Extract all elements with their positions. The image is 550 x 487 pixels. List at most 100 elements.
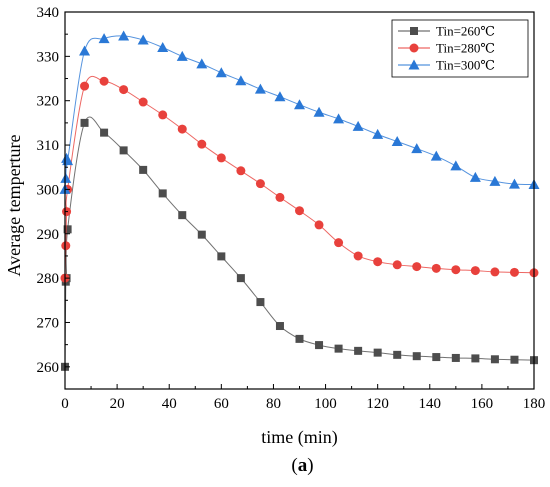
series-1-point [139, 165, 148, 174]
series-1-point [100, 128, 109, 137]
x-tick-label: 100 [314, 396, 337, 412]
series-2-point [334, 238, 344, 248]
series-1-point [236, 274, 245, 283]
series-1-point [471, 354, 480, 363]
series-1-point [412, 352, 421, 361]
series-2-point [314, 220, 324, 230]
series-2-point [99, 76, 109, 86]
legend-marker [408, 59, 420, 70]
series-3-point [98, 33, 110, 44]
series-3-point [430, 150, 442, 161]
x-tick-label: 0 [61, 396, 69, 412]
x-tick-label: 80 [266, 396, 281, 412]
series-2-point [216, 153, 226, 163]
series-3-point [333, 113, 345, 124]
y-tick-label: 280 [37, 271, 60, 287]
series-3-line [64, 35, 535, 190]
series-3-point [313, 106, 325, 117]
series-3-point [254, 83, 266, 94]
series-1-point [63, 225, 72, 234]
y-tick-label: 310 [37, 138, 60, 154]
series-3-point [215, 67, 227, 78]
series-1-point [80, 118, 89, 127]
series-3-point [508, 178, 520, 189]
legend-label: Tin=260℃ [436, 24, 495, 39]
series-3-point [411, 143, 423, 154]
y-tick-label: 260 [37, 360, 60, 376]
series-2-point [119, 85, 129, 95]
series-2-point [236, 166, 246, 176]
series-3-point [60, 172, 72, 183]
series-1-line [64, 116, 535, 367]
caption-close: ) [307, 455, 313, 476]
series-1-point [197, 230, 206, 239]
series-2-point [451, 265, 461, 275]
series-1-point [119, 146, 128, 155]
series-3-point [391, 136, 403, 147]
series-2-point [412, 262, 422, 272]
series-3-point [469, 171, 481, 182]
y-tick-label: 340 [37, 5, 60, 21]
legend-label: Tin=280℃ [436, 41, 495, 56]
series-3-point [274, 91, 286, 102]
series-1-point [256, 298, 265, 307]
series-3-point [235, 75, 247, 86]
series-2-point [431, 263, 441, 273]
series-1 [61, 116, 538, 371]
series-1-point [178, 211, 187, 220]
series-3-point [157, 41, 169, 52]
series-1-point [373, 348, 382, 357]
y-tick-label: 290 [37, 227, 60, 243]
series-1-point [451, 353, 460, 362]
x-tick-label: 140 [419, 396, 442, 412]
series-3-point [450, 160, 462, 171]
series-3-point [196, 58, 208, 69]
series-1-point [275, 322, 284, 331]
axes-layer: 0 20 40 60 80 100 120 140 160 180 260 270 280 290 300 3… [37, 5, 546, 412]
legend-marker [409, 43, 419, 53]
y-tick-label: 320 [37, 94, 60, 110]
series-2-point [80, 81, 90, 91]
legend-label: Tin=300℃ [436, 58, 495, 73]
series-layer [59, 30, 540, 371]
series-3-point [137, 34, 149, 45]
x-tick-label: 60 [214, 396, 229, 412]
series-2-point [353, 251, 363, 261]
series-3-point [176, 50, 188, 61]
series-3-point [352, 120, 364, 131]
series-2 [60, 75, 539, 283]
series-1-point [510, 355, 519, 364]
series-2-point [177, 124, 187, 134]
x-tick-label: 180 [523, 396, 546, 412]
series-2-point [470, 266, 480, 276]
series-2-point [392, 260, 402, 270]
series-1-point [315, 341, 324, 350]
x-tick-label: 20 [110, 396, 125, 412]
y-tick-label: 330 [37, 49, 60, 65]
series-2-point [373, 257, 383, 267]
series-1-point [158, 189, 167, 198]
series-1-point [334, 344, 343, 353]
series-2-point [138, 97, 148, 107]
series-3-point [489, 175, 501, 186]
y-tick-label: 270 [37, 315, 60, 331]
series-2-line [64, 75, 535, 279]
series-3-point [372, 128, 384, 139]
x-axis-label: time (min) [261, 427, 337, 448]
figure-caption: (a) [291, 455, 313, 476]
series-2-point [197, 139, 207, 149]
series-1-point [217, 252, 226, 261]
series-3-point [294, 99, 305, 110]
x-tick-label: 160 [471, 396, 494, 412]
series-2-point [509, 267, 519, 277]
caption-open: ( [291, 455, 297, 476]
caption-letter: a [298, 455, 308, 476]
x-tick-label: 120 [366, 396, 389, 412]
series-1-point [295, 334, 304, 343]
series-1-point [354, 346, 363, 355]
y-axis-label: Average temperture [4, 134, 24, 276]
x-tick-label: 40 [162, 396, 177, 412]
series-3-point [79, 45, 91, 56]
series-2-point [158, 110, 168, 120]
